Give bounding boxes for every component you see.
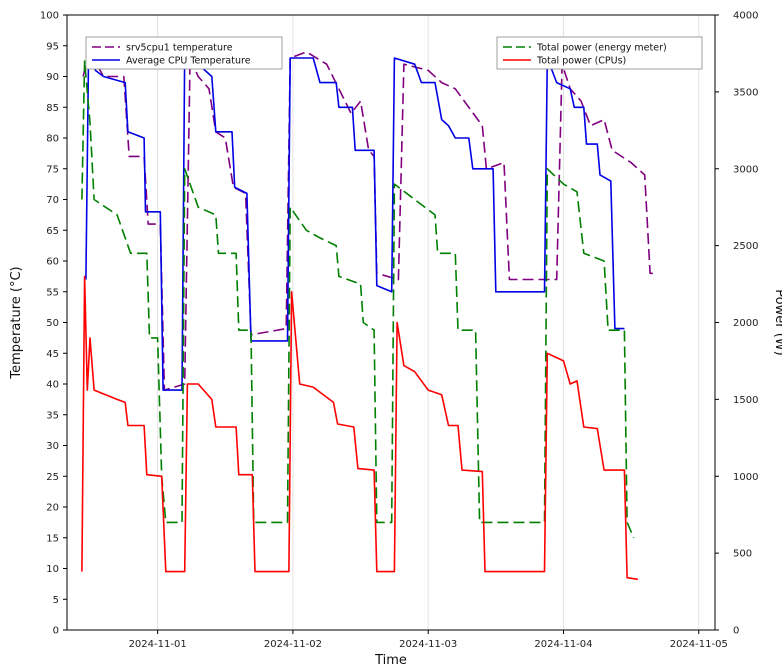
y-right-tick-label: 2000 [733, 318, 758, 329]
y-left-tick-label: 25 [46, 472, 59, 483]
y-left-tick-label: 75 [46, 164, 59, 175]
y-axis-right: 0 500 1000 1500 2000 2500 3000 3500 4000 [715, 11, 758, 637]
series-line-0 [82, 51, 657, 391]
y-left-tick-label: 35 [46, 410, 59, 421]
y-left-tick-label: 15 [46, 533, 59, 544]
y-left-tick-label: 60 [46, 257, 59, 268]
y-left-tick-label: 50 [46, 318, 59, 329]
y-axis-left: 0 5 10 15 20 25 30 35 40 45 50 55 60 65 70 75 80 85 90 95 10… [40, 11, 67, 637]
x-tick-label: 2024-11-04 [534, 639, 592, 650]
x-tick-label: 2024-11-01 [129, 639, 187, 650]
y-left-tick-label: 55 [46, 287, 59, 298]
y-left-tick-label: 80 [46, 134, 59, 145]
x-tick-label: 2024-11-05 [670, 639, 728, 650]
series-line-1 [85, 51, 625, 391]
legend-power: Total power (energy meter) Total power (… [496, 36, 703, 70]
y-left-tick-label: 65 [46, 226, 59, 237]
x-tick-label: 2024-11-03 [399, 639, 457, 650]
legend-temperature-box [85, 36, 283, 70]
y-axis-right-title: Power (W) [772, 289, 782, 355]
y-left-tick-label: 85 [46, 103, 59, 114]
legend-label-energy-meter: Total power (energy meter) [536, 43, 667, 54]
y-left-tick-label: 45 [46, 349, 59, 360]
legend-label-srv5cpu1: srv5cpu1 temperature [126, 43, 233, 54]
legend-label-cpu-power: Total power (CPUs) [536, 56, 626, 67]
y-left-tick-label: 30 [46, 441, 59, 452]
y-left-tick-label: 90 [46, 72, 59, 83]
series-lines [81, 51, 657, 581]
y-right-tick-label: 1000 [733, 472, 758, 483]
x-tick-label: 2024-11-02 [264, 639, 322, 650]
y-right-tick-label: 3000 [733, 164, 758, 175]
y-right-tick-label: 0 [733, 626, 739, 637]
y-right-tick-label: 4000 [733, 11, 758, 22]
y-left-tick-label: 70 [46, 195, 59, 206]
series-line-3 [81, 275, 639, 581]
y-right-tick-label: 2500 [733, 241, 758, 252]
legend-temperature: srv5cpu1 temperature Average CPU Tempera… [85, 36, 283, 70]
x-axis: 2024-11-01 2024-11-02 2024-11-03 2024-11-04… [129, 630, 728, 650]
x-axis-title: Time [374, 653, 407, 668]
y-left-tick-label: 95 [46, 41, 59, 52]
y-right-tick-label: 1500 [733, 395, 758, 406]
y-axis-left-title: Temperature (°C) [9, 266, 24, 379]
y-left-tick-label: 5 [53, 595, 59, 606]
y-right-tick-label: 500 [733, 549, 752, 560]
y-left-tick-label: 100 [40, 11, 59, 22]
y-left-tick-label: 10 [46, 564, 59, 575]
y-left-tick-label: 20 [46, 503, 59, 514]
vertical-gridlines [157, 15, 700, 630]
y-left-tick-label: 0 [53, 626, 59, 637]
y-left-tick-label: 40 [46, 380, 59, 391]
legend-label-avg-cpu-temp: Average CPU Temperature [126, 56, 251, 67]
y-right-tick-label: 3500 [733, 87, 758, 98]
legend-power-box [496, 36, 703, 70]
series-line-2 [81, 60, 635, 539]
